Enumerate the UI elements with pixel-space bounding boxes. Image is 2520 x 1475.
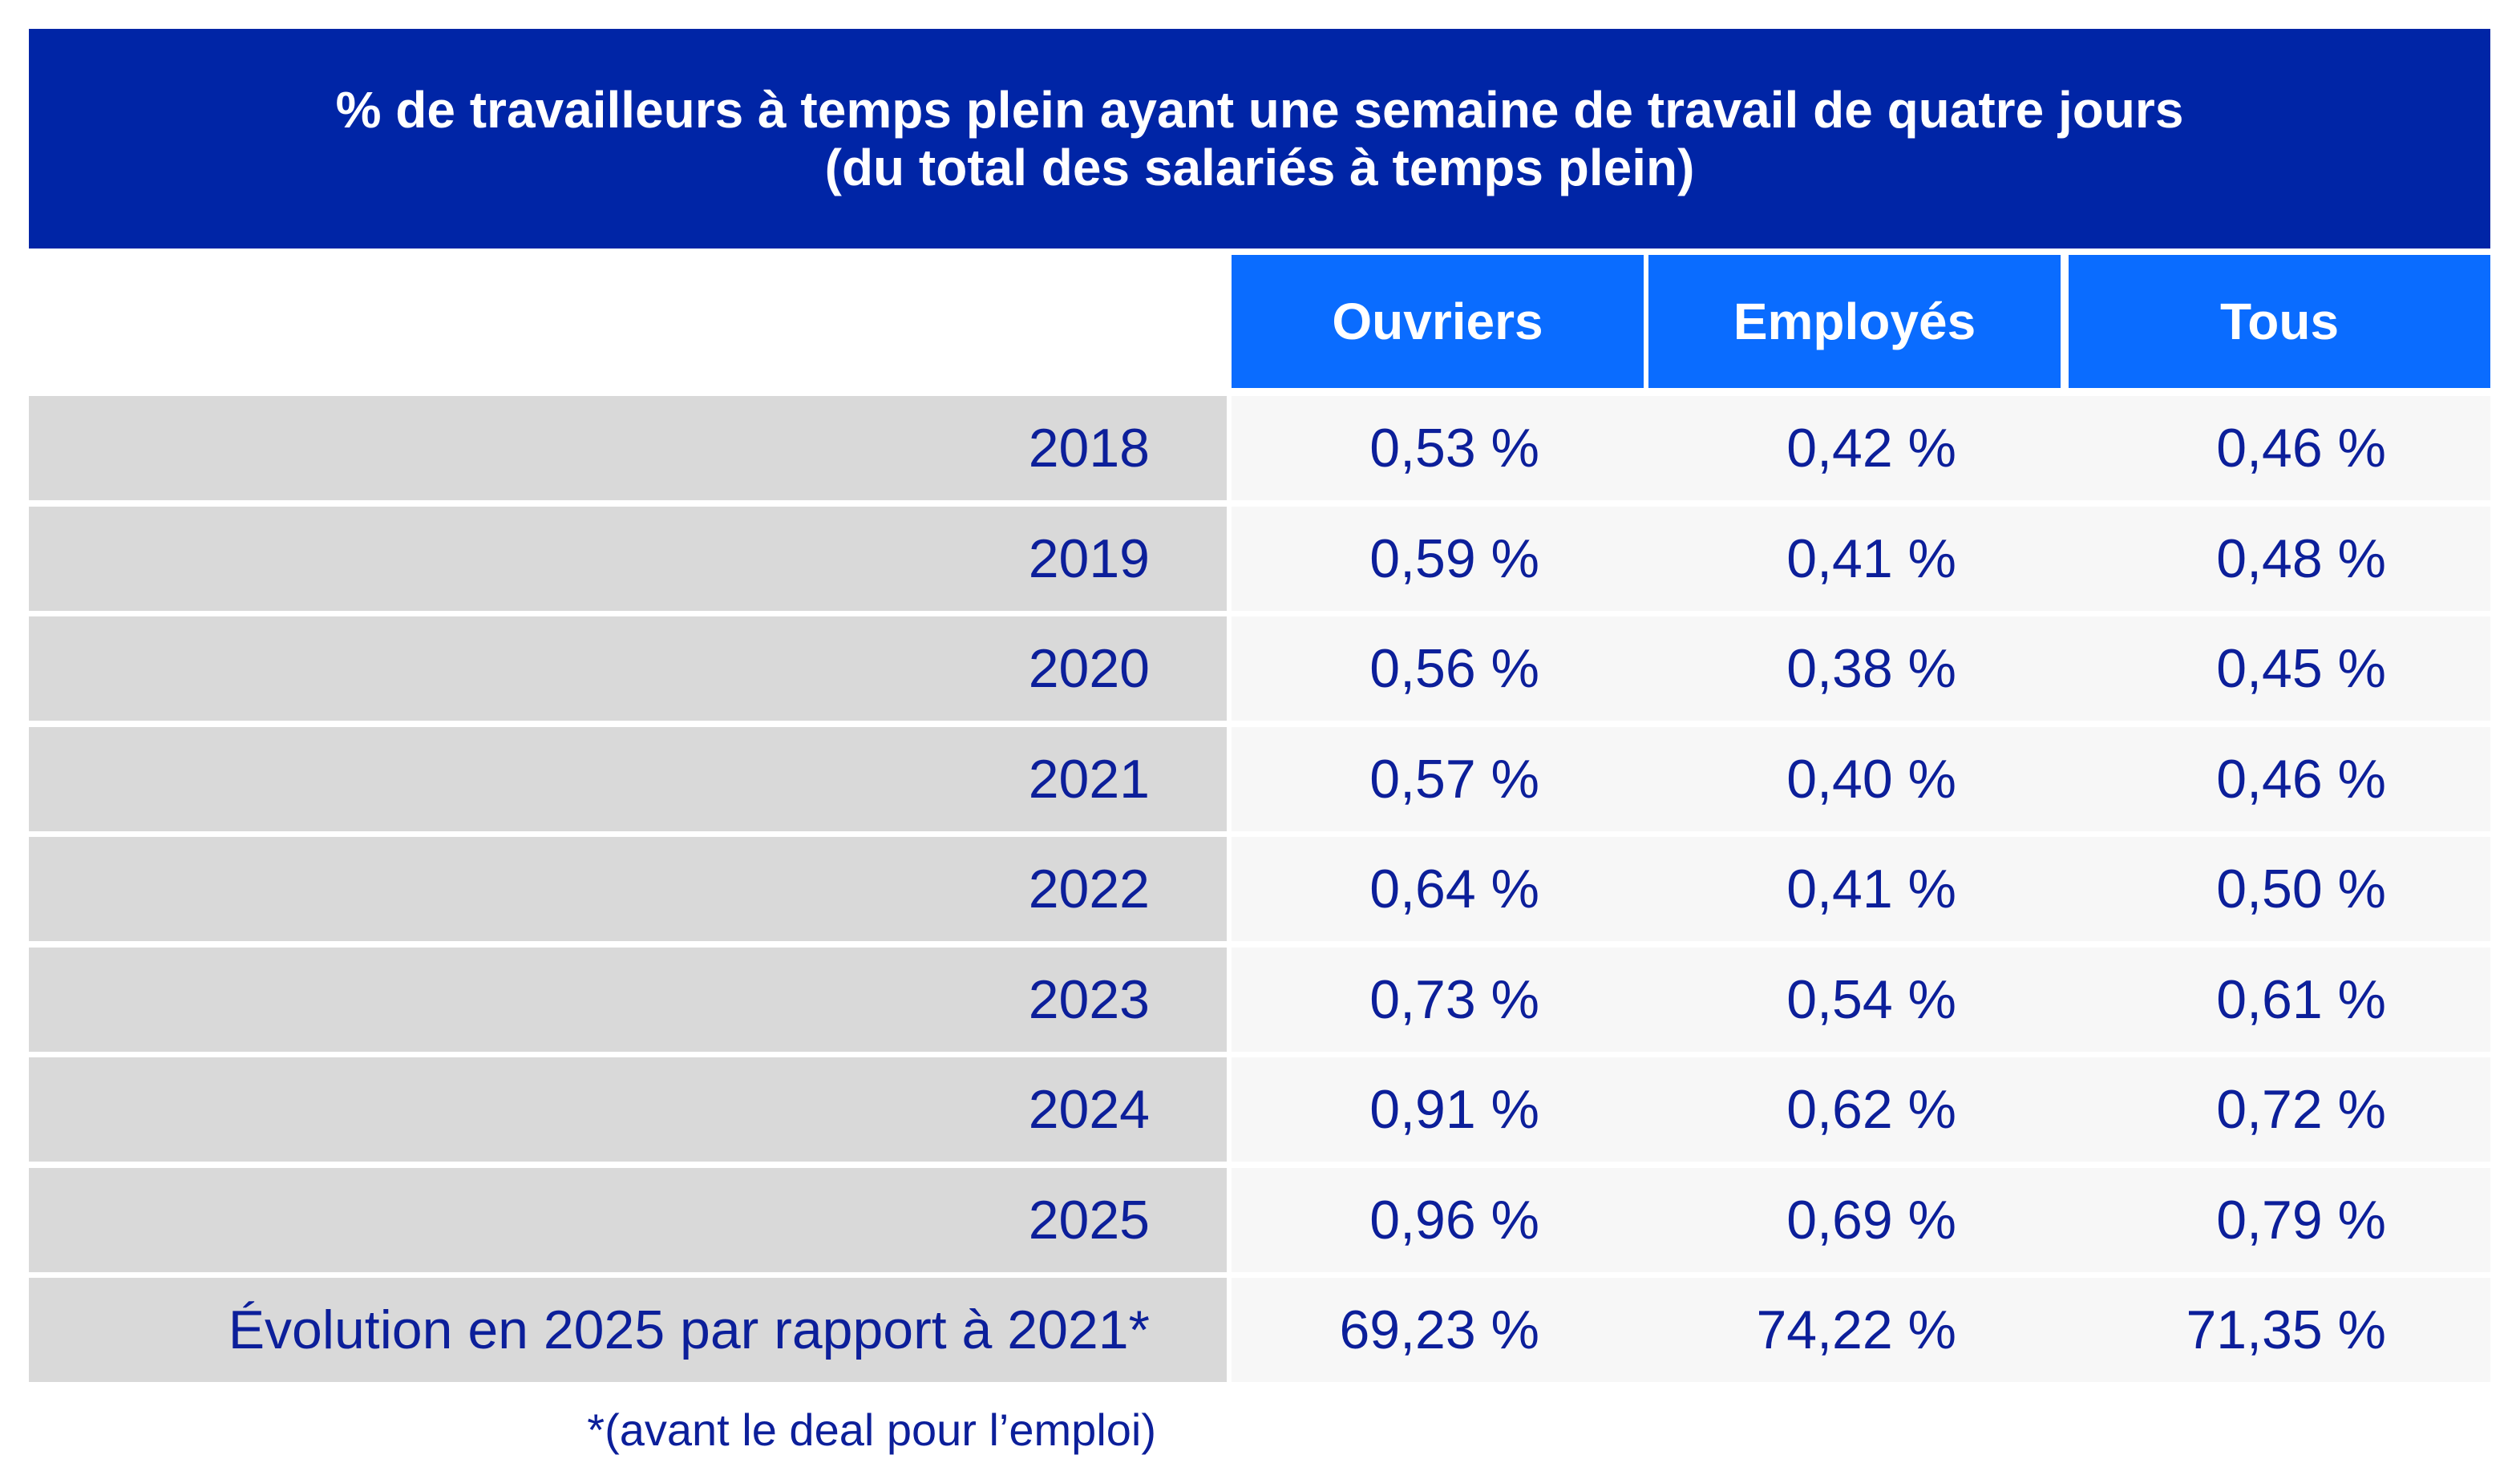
cell-ouvriers-evolution-en-2025-par-rapport-a-2021: 69,23 % [1339, 1299, 1539, 1360]
footnote: *(avant le deal pour l’emploi) [587, 1404, 1156, 1455]
cell-employes-evolution-en-2025-par-rapport-a-2021: 74,22 % [1756, 1299, 1956, 1360]
cell-ouvriers-2023: 0,73 % [1369, 969, 1539, 1030]
cell-employes-2018: 0,42 % [1786, 418, 1956, 479]
table-title: % de travailleurs à temps plein ayant un… [29, 29, 2490, 249]
cell-tous-2019: 0,48 % [2216, 528, 2386, 589]
cell-ouvriers-2024: 0,91 % [1369, 1079, 1539, 1140]
row-label-2025: 2025 [29, 1168, 1227, 1272]
table-title-line-1: % de travailleurs à temps plein ayant un… [335, 81, 2184, 139]
row-label-2021: 2021 [29, 727, 1227, 831]
table-title-line-2: (du total des salariés à temps plein) [824, 139, 1695, 196]
row-label-2018: 2018 [29, 396, 1227, 500]
cell-employes-2019: 0,41 % [1786, 528, 1956, 589]
column-header-ouvriers: Ouvriers [1232, 255, 1644, 388]
table-row-background [1232, 837, 2490, 941]
cell-employes-2023: 0,54 % [1786, 969, 1956, 1030]
cell-tous-2018: 0,46 % [2216, 418, 2386, 479]
cell-employes-2022: 0,41 % [1786, 859, 1956, 919]
row-label-2023: 2023 [29, 948, 1227, 1052]
cell-employes-2024: 0,62 % [1786, 1079, 1956, 1140]
table-row-background [1232, 1278, 2490, 1382]
table-row-background [1232, 1057, 2490, 1162]
row-label-2020: 2020 [29, 616, 1227, 721]
table-row-background [1232, 948, 2490, 1052]
cell-tous-2025: 0,79 % [2216, 1190, 2386, 1251]
table-row-background [1232, 507, 2490, 611]
cell-tous-2021: 0,46 % [2216, 749, 2386, 810]
column-header-tous: Tous [2069, 255, 2490, 388]
table-row-background [1232, 727, 2490, 831]
row-label-2022: 2022 [29, 837, 1227, 941]
cell-ouvriers-2025: 0,96 % [1369, 1190, 1539, 1251]
cell-tous-2024: 0,72 % [2216, 1079, 2386, 1140]
cell-ouvriers-2019: 0,59 % [1369, 528, 1539, 589]
row-label-evolution-en-2025-par-rapport-a-2021: Évolution en 2025 par rapport à 2021* [29, 1278, 1227, 1382]
cell-ouvriers-2018: 0,53 % [1369, 418, 1539, 479]
table-row-background [1232, 1168, 2490, 1272]
column-header-employes: Employés [1648, 255, 2061, 388]
cell-employes-2021: 0,40 % [1786, 749, 1956, 810]
table-row-background [1232, 616, 2490, 721]
cell-ouvriers-2021: 0,57 % [1369, 749, 1539, 810]
cell-tous-evolution-en-2025-par-rapport-a-2021: 71,35 % [2186, 1299, 2386, 1360]
cell-tous-2020: 0,45 % [2216, 638, 2386, 699]
cell-tous-2022: 0,50 % [2216, 859, 2386, 919]
cell-ouvriers-2022: 0,64 % [1369, 859, 1539, 919]
cell-tous-2023: 0,61 % [2216, 969, 2386, 1030]
cell-ouvriers-2020: 0,56 % [1369, 638, 1539, 699]
table-row-background [1232, 396, 2490, 500]
row-label-2024: 2024 [29, 1057, 1227, 1162]
row-label-2019: 2019 [29, 507, 1227, 611]
cell-employes-2020: 0,38 % [1786, 638, 1956, 699]
cell-employes-2025: 0,69 % [1786, 1190, 1956, 1251]
